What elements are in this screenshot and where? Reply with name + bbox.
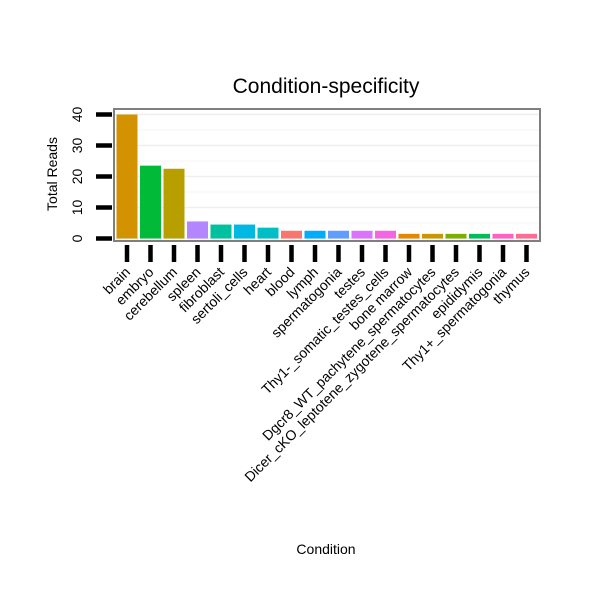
bar-Dgcr8_WT_pachytene_spermatocytes bbox=[422, 233, 443, 239]
bar-sertoli_cells bbox=[234, 224, 255, 239]
bar-Thy1+_spermatogonia bbox=[492, 233, 514, 239]
bar-blood bbox=[281, 230, 302, 239]
bar-spermatogonia bbox=[328, 230, 349, 239]
bar-bone marrow bbox=[398, 233, 420, 239]
y-tick-label: 40 bbox=[69, 107, 85, 123]
bar-heart bbox=[257, 227, 279, 239]
y-tick-label: 0 bbox=[69, 234, 85, 242]
y-tick-label: 20 bbox=[69, 169, 85, 185]
chart-title: Condition-specificity bbox=[233, 75, 420, 98]
y-tick-label: 10 bbox=[69, 200, 85, 216]
bar-epididymis bbox=[469, 233, 490, 239]
bar-brain bbox=[116, 114, 138, 239]
bars bbox=[116, 114, 537, 239]
bar-fibroblast bbox=[210, 224, 232, 239]
bar-testes bbox=[351, 230, 373, 239]
y-axis-title: Total Reads bbox=[44, 137, 60, 211]
y-tick-label: 30 bbox=[69, 138, 85, 154]
bar-cerebellum bbox=[163, 168, 185, 239]
bar-lymph bbox=[304, 230, 326, 239]
bar-Thy1-_somatic_testes_cells bbox=[375, 230, 396, 239]
plot-panel-border bbox=[113, 108, 541, 242]
bar-Dicer_cKO_leptotene_zygotene_spermatocytes bbox=[445, 233, 467, 239]
x-axis-title: Condition bbox=[296, 541, 355, 557]
grid-lines bbox=[115, 113, 539, 240]
bar-thymus bbox=[516, 233, 537, 239]
bar-spleen bbox=[187, 221, 208, 239]
y-axis: 0 10 20 30 40 bbox=[69, 107, 112, 242]
bar-embryo bbox=[140, 165, 161, 239]
